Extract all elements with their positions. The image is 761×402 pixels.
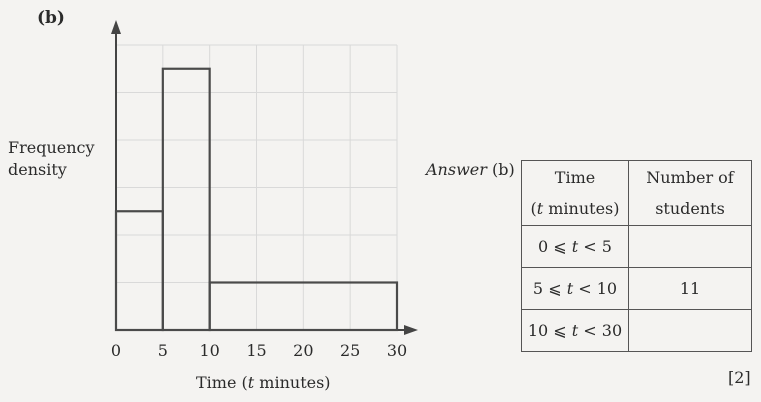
answer-table-header: Time (t minutes) Number of students: [521, 160, 752, 226]
header-students-line2: students: [655, 199, 725, 218]
students-cell: 11: [628, 267, 752, 310]
header-time-rest: minutes): [543, 199, 620, 218]
x-tick-label: 5: [158, 341, 168, 360]
table-row: 0 ⩽ t < 5: [521, 225, 752, 268]
y-axis-label: Frequency density: [8, 137, 95, 181]
x-axis-label-var: t: [247, 373, 255, 392]
x-tick-label: 0: [111, 341, 121, 360]
answer-table: Time (t minutes) Number of students 0 ⩽ …: [521, 160, 752, 352]
x-tick-label: 10: [199, 341, 219, 360]
x-axis-label: Time (t minutes): [196, 373, 331, 392]
chart-axes: [111, 20, 418, 335]
marks-label: [2]: [728, 368, 751, 387]
interval-cell: 5 ⩽ t < 10: [521, 267, 629, 310]
x-axis-label-suffix: minutes): [254, 373, 331, 392]
histogram-bar: [208, 281, 399, 332]
y-axis-arrow: [111, 20, 121, 34]
histogram-bar: [161, 67, 211, 332]
x-axis-label-prefix: Time (: [196, 373, 248, 392]
header-time: Time (t minutes): [521, 160, 629, 226]
x-tick-label: 25: [340, 341, 360, 360]
answer-label: Answer (b): [426, 160, 515, 179]
y-axis-label-line1: Frequency: [8, 138, 95, 157]
x-axis-arrow: [404, 325, 418, 335]
students-cell[interactable]: [628, 309, 752, 352]
chart-bars: [114, 67, 399, 332]
chart-grid: [116, 44, 398, 330]
chart-x-ticks: 0 5 10 15 20 25 30: [111, 341, 407, 360]
part-label: (b): [37, 8, 65, 28]
header-students-line1: Number of: [646, 168, 734, 187]
table-row: 10 ⩽ t < 30: [521, 309, 752, 352]
answer-label-part: (b): [491, 160, 515, 179]
x-tick-label: 20: [293, 341, 313, 360]
table-row: 5 ⩽ t < 10 11: [521, 267, 752, 310]
header-time-line1: Time: [554, 168, 596, 187]
interval-cell: 0 ⩽ t < 5: [521, 225, 629, 268]
header-time-var: t: [536, 199, 544, 218]
x-tick-label: 15: [246, 341, 266, 360]
answer-label-prefix: Answer: [426, 160, 487, 179]
x-tick-label: 30: [387, 341, 407, 360]
students-cell[interactable]: [628, 225, 752, 268]
y-axis-label-line2: density: [8, 160, 67, 179]
interval-cell: 10 ⩽ t < 30: [521, 309, 629, 352]
histogram-bar: [114, 210, 164, 332]
header-students: Number of students: [628, 160, 752, 226]
header-time-open: (: [530, 199, 537, 218]
